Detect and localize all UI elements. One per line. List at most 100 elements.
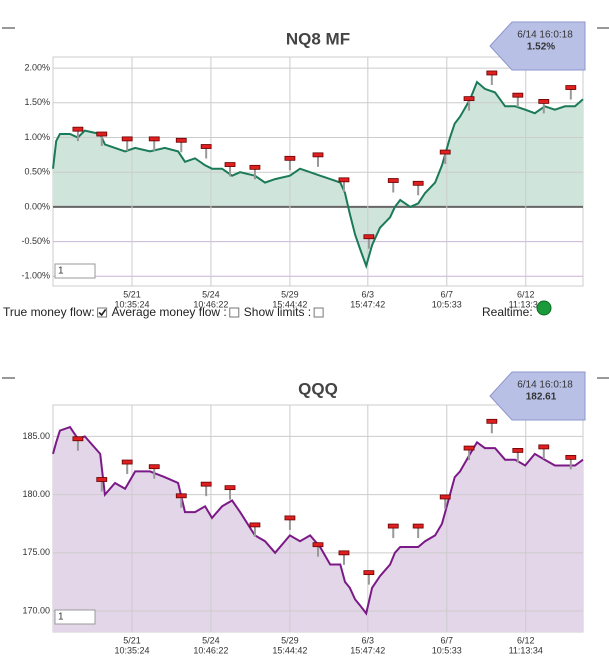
x-tick-label: 6/12 [517,289,535,299]
checkbox[interactable] [313,307,324,318]
x-tick-label: 5/21 [123,635,141,645]
flag [486,70,498,76]
y-tick-label: 170.00 [22,605,50,615]
input-value: 1 [58,612,64,623]
realtime-label: Realtime: [482,305,533,319]
y-tick-label: -1.00% [21,271,50,281]
y-tick-label: 180.00 [22,489,50,499]
flag [249,522,261,528]
series-line [52,425,584,616]
flag [224,162,236,167]
flag [148,136,160,142]
chart-title: QQQ [298,379,338,398]
flag [512,92,524,98]
flag [200,144,212,149]
checkbox[interactable] [97,307,108,318]
callout-value: 1.52% [527,42,555,53]
flag [439,494,451,500]
checkmark [98,309,107,317]
y-tick-label: 1.50% [24,97,50,107]
flag [175,137,187,143]
flag [72,436,84,442]
flag [512,447,524,453]
x-tick-label: 5/21 [123,289,141,299]
flag [121,459,133,465]
flag [148,464,160,470]
flag [486,418,498,424]
x-tick-time: 10:46:22 [193,299,228,309]
control-label: Show limits : [244,305,311,319]
series-line [52,80,584,270]
x-tick-time: 11:13:34 [509,299,543,309]
flag [387,178,399,183]
y-tick-label: 1.00% [24,132,50,142]
flag [565,454,577,460]
flag [538,99,550,104]
input-box[interactable] [54,609,96,625]
flag [439,149,451,155]
checkbox[interactable] [229,307,240,318]
flag [249,164,261,170]
callout-date: 6/14 16:0:18 [517,30,573,41]
x-tick-label: 6/3 [362,289,375,299]
flag [284,515,296,521]
control-label: Average money flow : [112,305,227,319]
callout [489,21,586,71]
y-tick-label: 175.00 [22,547,50,557]
flag [200,481,212,487]
flag [121,136,133,142]
input-value: 1 [58,266,64,277]
input-box[interactable] [54,263,96,279]
flag [538,444,550,450]
flag [412,523,424,529]
x-tick-time: 15:44:42 [272,645,307,655]
flag [363,234,375,240]
flag [224,485,236,491]
x-tick-time: 10:35:24 [114,299,149,309]
flag [96,131,108,137]
x-tick-time: 15:47:42 [350,645,385,655]
flag [338,550,350,556]
chart-title: NQ8 MF [286,29,350,48]
y-tick-label: 185.00 [22,431,50,441]
flag [463,445,475,451]
x-tick-time: 10:46:22 [193,645,228,655]
x-tick-label: 5/29 [281,635,299,645]
flag [72,126,84,132]
control-label: True money flow: [3,305,95,319]
flag [175,493,187,499]
x-tick-label: 5/24 [202,635,220,645]
x-tick-time: 15:44:42 [272,299,307,309]
x-tick-time: 10:5:33 [432,299,462,309]
flag [312,542,324,548]
flag [387,523,399,529]
x-tick-time: 10:35:24 [114,645,149,655]
flag [363,570,375,576]
y-tick-label: 0.50% [24,167,50,177]
flag [463,96,475,102]
callout-value: 182.61 [526,392,557,403]
x-tick-label: 5/24 [202,289,220,299]
x-tick-label: 6/7 [441,635,454,645]
flag [284,155,296,161]
area-fill [53,427,583,632]
area-fill [53,82,583,266]
callout-date: 6/14 16:0:18 [517,380,573,391]
flag [96,477,108,482]
x-tick-time: 10:5:33 [432,645,462,655]
x-tick-label: 6/3 [362,635,375,645]
y-tick-label: 0.00% [24,201,50,211]
x-tick-label: 5/29 [281,289,299,299]
flag [565,85,577,90]
x-tick-time: 15:47:42 [350,299,385,309]
y-tick-label: 2.00% [24,62,50,72]
x-tick-time: 11:13:34 [509,645,543,655]
flag [312,152,324,158]
controls: True money flow: Average money flow : Show… [3,305,324,319]
x-tick-label: 6/7 [441,289,454,299]
realtime-indicator[interactable] [536,300,552,316]
y-tick-label: -0.50% [21,236,50,246]
callout [489,371,586,421]
flag [338,177,350,183]
